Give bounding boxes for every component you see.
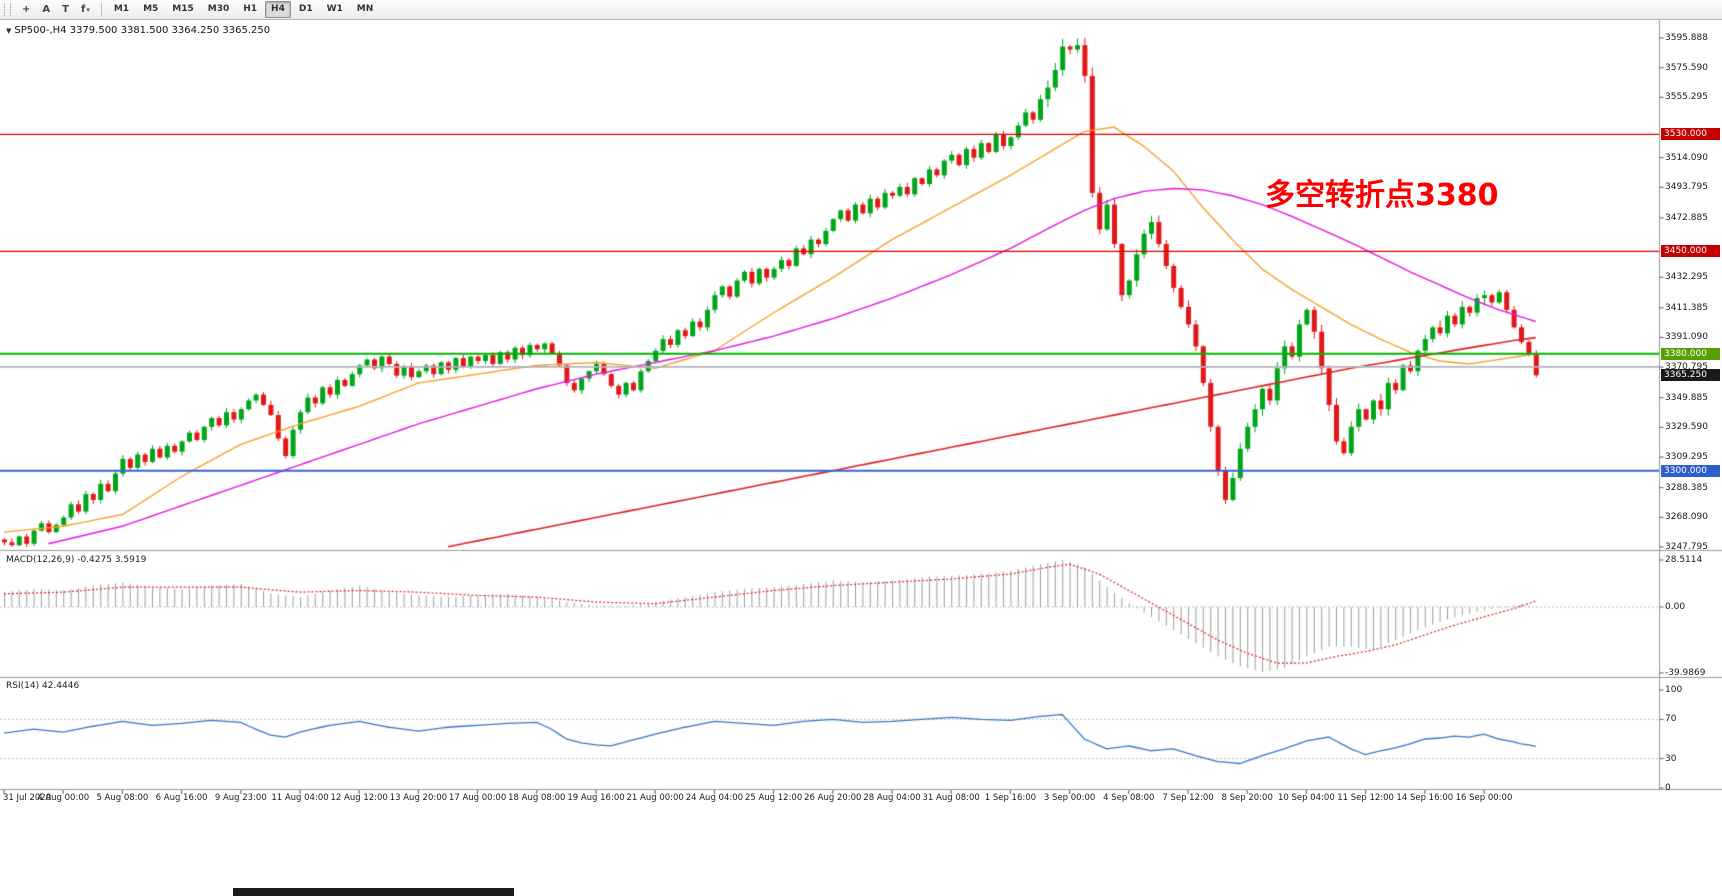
timeframe-m30-button[interactable]: M30 [207, 4, 230, 14]
price-tick: 3268.090 [1665, 512, 1708, 523]
price-tick: 3309.295 [1665, 452, 1708, 463]
time-tick: 17 Aug 00:00 [448, 793, 507, 803]
time-tick: 12 Aug 12:00 [330, 793, 388, 803]
price-tick: 3329.590 [1665, 422, 1708, 433]
time-tick: 7 Sep 12:00 [1162, 793, 1214, 803]
rsi-tick: 0 [1665, 783, 1671, 793]
price-level-badge: 3365.250 [1661, 369, 1720, 382]
time-tick: 16 Sep 00:00 [1455, 793, 1513, 803]
macd-tick: 28.5114 [1665, 555, 1703, 565]
rsi-tick: 30 [1665, 753, 1677, 764]
time-tick: 10 Sep 04:00 [1278, 793, 1335, 803]
price-tick: 3411.385 [1665, 302, 1708, 313]
text-annotation-button[interactable]: A [42, 4, 51, 15]
price-tick: 3595.888 [1665, 33, 1708, 43]
price-tick: 3370.795 [1665, 362, 1708, 373]
price-tick: 3472.885 [1665, 212, 1708, 223]
timeframe-group: M1 M5 M15 M30 H1 H4 D1 W1 MN [107, 1, 380, 18]
timeframe-d1-button[interactable]: D1 [298, 4, 313, 14]
dropdown-caret-icon: ▾ [86, 6, 90, 14]
chart-cursor-button[interactable]: + [22, 4, 31, 15]
price-level-badge: 3450.000 [1661, 245, 1720, 258]
time-tick: 4 Aug 00:00 [37, 793, 90, 803]
indicators-button[interactable]: f▾ [80, 4, 90, 15]
timeframe-h1-button[interactable]: H1 [243, 4, 258, 14]
time-tick: 31 Aug 08:00 [922, 793, 980, 803]
time-axis[interactable]: 31 Jul 2020 4 Aug 00:00 5 Aug 08:00 6 Aug 1… [0, 791, 1722, 809]
time-tick: 24 Aug 04:00 [685, 793, 744, 803]
toolbar-grip[interactable] [4, 3, 11, 16]
macd-tick: 0.00 [1665, 602, 1686, 612]
time-tick: 19 Aug 16:00 [567, 793, 625, 803]
time-tick: 18 Aug 08:00 [508, 793, 566, 803]
text-label-button[interactable]: T [62, 4, 69, 15]
rsi-tick: 100 [1665, 685, 1683, 695]
timeframe-m5-button[interactable]: M5 [143, 4, 159, 14]
chart-canvas[interactable] [0, 20, 1722, 896]
time-tick: 5 Aug 08:00 [96, 793, 149, 803]
timeframe-w1-button[interactable]: W1 [326, 4, 343, 14]
price-level-badge: 3380.000 [1661, 347, 1720, 360]
time-tick: 11 Aug 04:00 [271, 793, 329, 803]
time-tick: 13 Aug 20:00 [389, 793, 448, 803]
price-level-badge: 3300.000 [1661, 464, 1720, 477]
timeframe-m15-button[interactable]: M15 [172, 4, 194, 14]
price-tick: 3555.295 [1665, 92, 1708, 103]
time-tick: 4 Sep 08:00 [1103, 793, 1155, 803]
price-tick: 3575.590 [1665, 62, 1708, 73]
price-tick: 3514.090 [1665, 152, 1708, 163]
price-axis[interactable]: 3595.888 3575.590 3555.295 3514.090 3493.795… [1660, 20, 1722, 793]
time-tick: 31 Jul 2020 [3, 793, 52, 803]
time-tick: 26 Aug 20:00 [804, 793, 862, 803]
time-tick: 1 Sep 16:00 [984, 793, 1037, 803]
price-level-badge: 3530.000 [1661, 128, 1720, 141]
time-tick: 9 Aug 23:00 [214, 793, 267, 803]
price-tick: 3288.385 [1665, 482, 1708, 493]
time-tick: 8 Sep 20:00 [1221, 793, 1273, 803]
price-tick: 3247.795 [1665, 542, 1708, 553]
price-tick: 3349.885 [1665, 392, 1708, 403]
time-tick: 25 Aug 12:00 [744, 793, 803, 803]
toolbar-separator [100, 2, 102, 17]
time-tick: 11 Sep 12:00 [1337, 793, 1394, 803]
timeframe-h4-button[interactable]: H4 [265, 1, 291, 18]
time-tick: 3 Sep 00:00 [1043, 793, 1096, 803]
price-tick: 3432.295 [1665, 272, 1708, 283]
timeframe-mn-button[interactable]: MN [356, 4, 374, 14]
rsi-tick: 70 [1665, 714, 1677, 725]
time-tick: 21 Aug 00:00 [626, 793, 684, 803]
price-tick: 3391.090 [1665, 332, 1708, 343]
time-tick: 6 Aug 16:00 [155, 793, 208, 803]
price-tick: 3493.795 [1665, 182, 1708, 193]
bottom-scrollbar-thumb[interactable] [233, 888, 514, 896]
timeframe-m1-button[interactable]: M1 [113, 4, 130, 14]
macd-tick: -39.9869 [1665, 667, 1706, 678]
time-tick: 28 Aug 04:00 [863, 793, 921, 803]
time-tick: 14 Sep 16:00 [1396, 793, 1454, 803]
